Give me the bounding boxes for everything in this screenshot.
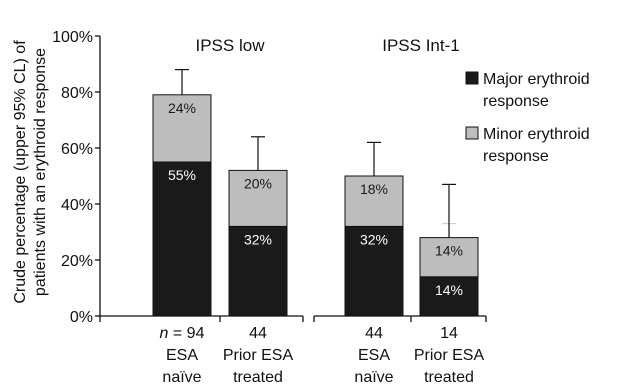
bar-segment: [419, 276, 479, 317]
category-label: treated: [424, 369, 474, 386]
y-tick-label: 40%: [61, 197, 93, 214]
bar-value-label: 20%: [244, 175, 272, 191]
group-label: IPSS low: [196, 36, 266, 55]
legend-swatch: [465, 126, 479, 140]
group-label: IPSS Int-1: [382, 36, 459, 55]
y-axis-label-line-2: patients with an erythroid response: [32, 48, 49, 296]
bar-value-label: 14%: [435, 282, 463, 298]
category-n-label: n = 94: [160, 325, 205, 342]
category-label: ESA: [358, 347, 390, 364]
bar-segment: [344, 225, 404, 317]
y-tick-label: 60%: [61, 141, 93, 158]
bar-segment: [152, 94, 212, 163]
bar-segment: [228, 225, 288, 317]
bar-value-label: 18%: [360, 181, 388, 197]
bar-segment: [152, 161, 212, 317]
bar-value-label: 55%: [168, 167, 196, 183]
category-label: treated: [233, 369, 283, 386]
bar-segment: [344, 175, 404, 227]
legend-label: response: [483, 93, 549, 110]
y-tick-label: 20%: [61, 253, 93, 270]
y-tick-label: 0%: [70, 309, 93, 326]
bar-value-label: 32%: [244, 231, 272, 247]
bar-segment: [419, 237, 479, 278]
legend-swatch: [465, 71, 479, 85]
bar-value-label: 14%: [435, 243, 463, 259]
bar-value-label: 32%: [360, 231, 388, 247]
category-label: Prior ESA: [414, 347, 485, 364]
legend-label: Minor erythroid: [483, 126, 590, 143]
legend: Major erythroid response Minor erythroid re…: [465, 71, 590, 165]
legend-label: response: [483, 148, 549, 165]
bar-value-label: 24%: [168, 100, 196, 116]
y-axis-label-line-1: Crude percentage (upper 95% CL) of: [12, 40, 29, 304]
legend-label: Major erythroid: [483, 71, 590, 88]
category-label: ESA: [166, 347, 198, 364]
category-n-label: 14: [440, 325, 458, 342]
category-label: naïve: [354, 369, 393, 386]
y-tick-label: 100%: [52, 29, 93, 46]
category-n-label: 44: [249, 325, 267, 342]
category-n-label: 44: [365, 325, 383, 342]
y-tick-label: 80%: [61, 85, 93, 102]
plot-area: 0% 20% 40% 60% 80% 100% IPSS low IPSS Int-1 55% 2…: [52, 29, 487, 386]
category-label: Prior ESA: [223, 347, 294, 364]
category-label: naïve: [162, 369, 201, 386]
